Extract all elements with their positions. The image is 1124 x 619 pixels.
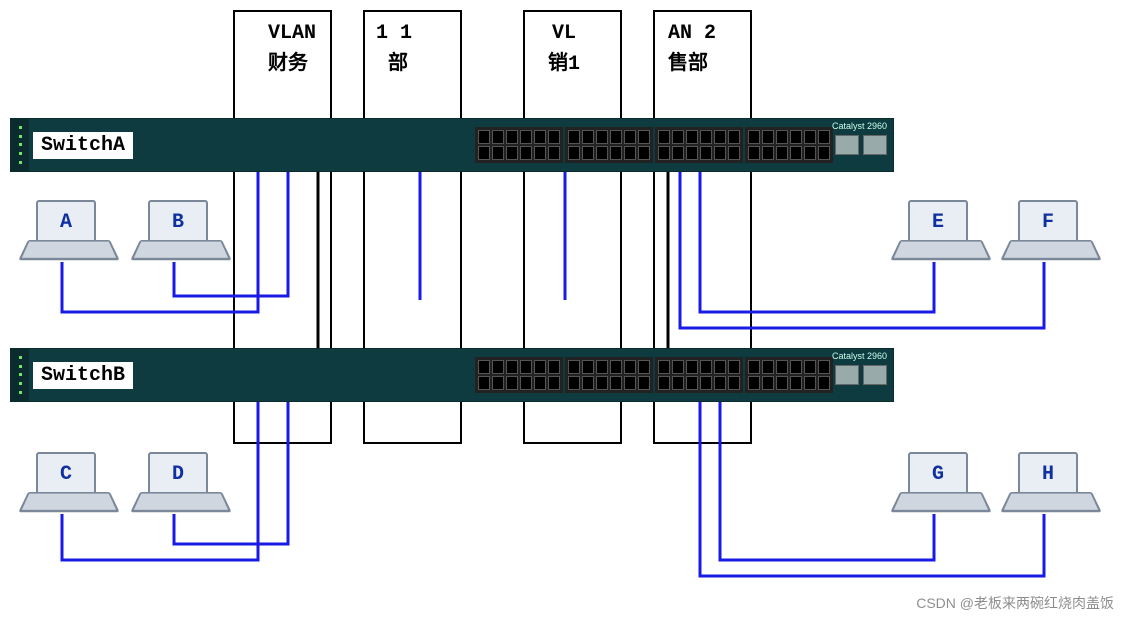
laptop-e-label: E: [932, 211, 944, 234]
laptop-a: A: [28, 200, 106, 262]
laptop-e: E: [900, 200, 978, 262]
vlan1-label-line2a: 财务: [268, 46, 308, 76]
vlan2-label-line1b: AN 2: [668, 22, 716, 45]
laptop-d-base: [130, 492, 231, 512]
laptop-e-screen: E: [908, 200, 968, 244]
laptop-a-screen: A: [36, 200, 96, 244]
switch-b-portblock-2: [565, 357, 653, 393]
vlan2-label-line1a: VL: [552, 22, 576, 45]
laptop-g: G: [900, 452, 978, 514]
switch-b-model: Catalyst 2960: [832, 351, 887, 361]
switch-a-portblock-3: [655, 127, 743, 163]
laptop-d-label: D: [172, 463, 184, 486]
laptop-g-base: [890, 492, 991, 512]
laptop-f: F: [1010, 200, 1088, 262]
switch-b-portblock-1: [475, 357, 563, 393]
vlan1-label-line1b: 1 1: [376, 22, 412, 45]
switch-b-portblock-3: [655, 357, 743, 393]
vlan2-label-line2b: 售部: [668, 46, 708, 76]
laptop-h-base: [1000, 492, 1101, 512]
laptop-f-base: [1000, 240, 1101, 260]
laptop-g-label: G: [932, 463, 944, 486]
laptop-b-label: B: [172, 211, 184, 234]
switch-a-portblock-4: [745, 127, 833, 163]
vlan1-label-line1a: VLAN: [268, 22, 316, 45]
switch-a: SwitchA Catalyst 2960: [10, 118, 894, 172]
laptop-c-screen: C: [36, 452, 96, 496]
diagram-stage: { "canvas":{"width":1124,"height":619,"b…: [0, 0, 1124, 619]
laptop-f-screen: F: [1018, 200, 1078, 244]
laptop-b-screen: B: [148, 200, 208, 244]
laptop-c-label: C: [60, 463, 72, 486]
laptop-d: D: [140, 452, 218, 514]
laptop-g-screen: G: [908, 452, 968, 496]
switch-a-model: Catalyst 2960: [832, 121, 887, 131]
laptop-c: C: [28, 452, 106, 514]
switch-b-ports: [475, 357, 887, 393]
laptop-a-base: [18, 240, 119, 260]
switch-b-uplinks: [835, 357, 887, 393]
switch-a-leds: [11, 119, 29, 171]
switch-b-label: SwitchB: [33, 362, 133, 389]
switch-b: SwitchB Catalyst 2960: [10, 348, 894, 402]
vlan1-label-line2b: 部: [388, 46, 408, 76]
switch-a-portblock-1: [475, 127, 563, 163]
laptop-b: B: [140, 200, 218, 262]
laptop-b-base: [130, 240, 231, 260]
vlan2-label-line2a: 销1: [548, 46, 580, 76]
watermark: CSDN @老板来两碗红烧肉盖饭: [916, 593, 1114, 613]
laptop-h-label: H: [1042, 463, 1054, 486]
laptop-d-screen: D: [148, 452, 208, 496]
switch-a-portblock-2: [565, 127, 653, 163]
switch-a-uplinks: [835, 127, 887, 163]
laptop-h: H: [1010, 452, 1088, 514]
switch-b-leds: [11, 349, 29, 401]
switch-b-portblock-4: [745, 357, 833, 393]
laptop-a-label: A: [60, 211, 72, 234]
laptop-e-base: [890, 240, 991, 260]
laptop-f-label: F: [1042, 211, 1054, 234]
laptop-h-screen: H: [1018, 452, 1078, 496]
switch-a-ports: [475, 127, 887, 163]
switch-a-label: SwitchA: [33, 132, 133, 159]
laptop-c-base: [18, 492, 119, 512]
